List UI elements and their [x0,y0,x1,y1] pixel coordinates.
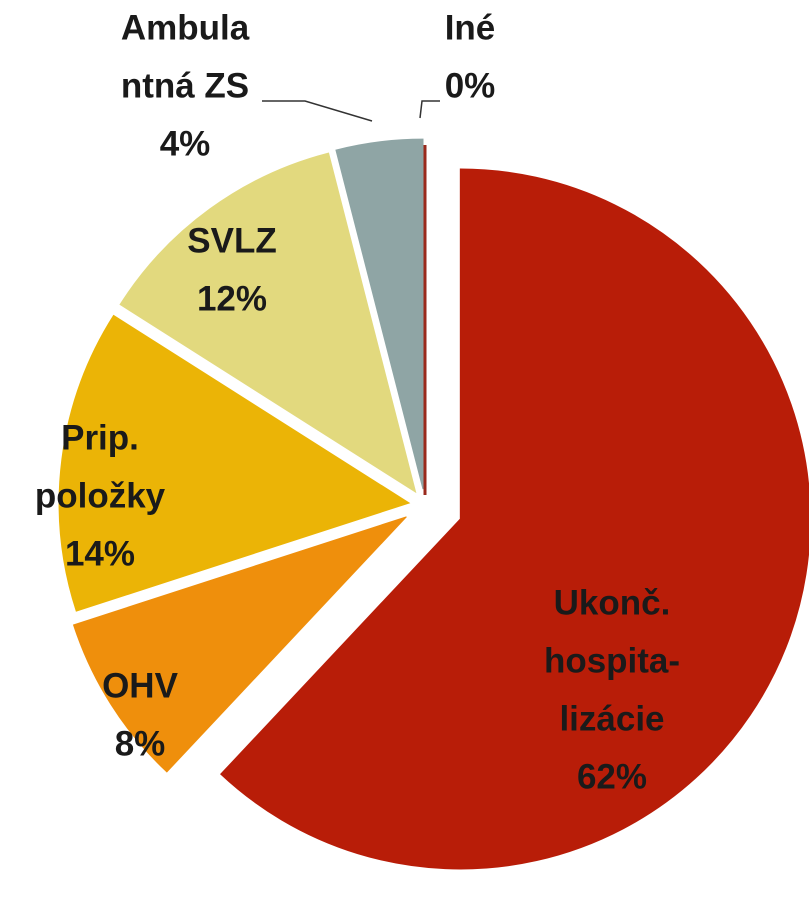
slice-label: položky [35,476,166,515]
pie-slice [119,152,417,494]
slice-label: Ambula [121,8,250,47]
slice-label: SVLZ [187,221,276,260]
value-label: 62% [577,757,647,796]
slice-label: lizácie [559,699,664,738]
slice-label: hospita- [544,641,680,680]
value-label: 4% [160,124,211,163]
pie-slice [72,516,407,773]
slice-label: OHV [102,666,179,705]
slice-label: ntná ZS [121,66,249,105]
slice-label: Prip. [61,418,139,457]
value-label: 14% [65,534,135,573]
slice-label: Ukonč. [554,583,671,622]
value-label: 12% [197,279,267,318]
leader-line [419,100,440,119]
value-label: 0% [445,66,496,105]
pie-slice [335,138,424,490]
value-label: 8% [115,724,166,763]
pie-slice [58,314,411,612]
leader-line [262,100,373,122]
slice-label: Iné [445,8,496,47]
pie-slice [220,168,809,870]
